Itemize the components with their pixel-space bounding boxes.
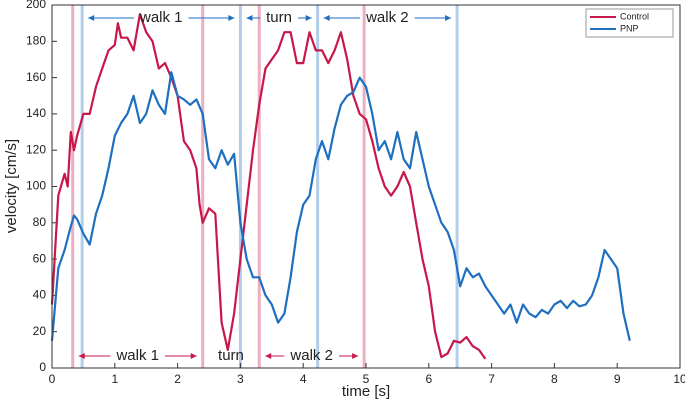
phase-label: walk 1	[139, 9, 183, 26]
data-line	[50, 71, 631, 342]
y-tick-label: 40	[33, 288, 47, 302]
legend-box	[585, 8, 674, 38]
data-line	[50, 13, 487, 360]
x-tick-label: 2	[174, 372, 181, 386]
arrow-head	[323, 15, 330, 21]
x-tick-label: 8	[551, 372, 558, 386]
x-tick-label: 10	[673, 372, 685, 386]
x-tick-label: 9	[614, 372, 621, 386]
phase-label: walk 1	[115, 347, 159, 364]
x-tick-label: 4	[300, 372, 307, 386]
y-tick-label: 120	[26, 142, 46, 156]
arrow-head	[352, 353, 359, 359]
y-tick-label: 80	[33, 215, 47, 229]
legend-label: PNP	[620, 23, 639, 33]
arrow-head	[88, 15, 95, 21]
x-tick-label: 0	[49, 372, 56, 386]
x-tick-label: 6	[425, 372, 432, 386]
y-tick-label: 0	[39, 360, 46, 374]
y-tick-label: 160	[26, 70, 46, 84]
x-tick-label: 1	[111, 372, 118, 386]
phase-label: turn	[218, 347, 244, 364]
arrow-head	[190, 353, 197, 359]
y-tick-label: 200	[26, 0, 46, 11]
y-tick-label: 140	[26, 106, 46, 120]
x-tick-label: 5	[363, 372, 370, 386]
x-axis-label: time [s]	[342, 383, 390, 400]
legend-label: Control	[620, 11, 649, 21]
y-tick-label: 60	[33, 251, 47, 265]
x-tick-label: 7	[488, 372, 495, 386]
phase-label: walk 2	[289, 347, 333, 364]
phase-label: walk 2	[365, 9, 409, 26]
arrow-head	[445, 15, 452, 21]
arrow-head	[228, 15, 235, 21]
y-tick-label: 180	[26, 33, 46, 47]
arrow-head	[265, 353, 272, 359]
arrow-head	[305, 15, 312, 21]
y-axis-label: velocity [cm/s]	[3, 139, 20, 233]
phase-label: turn	[266, 9, 292, 26]
arrow-head	[246, 15, 253, 21]
y-tick-label: 20	[33, 324, 47, 338]
x-tick-label: 3	[237, 372, 244, 386]
y-tick-label: 100	[26, 179, 46, 193]
arrow-head	[78, 353, 85, 359]
plot-frame	[51, 4, 681, 369]
